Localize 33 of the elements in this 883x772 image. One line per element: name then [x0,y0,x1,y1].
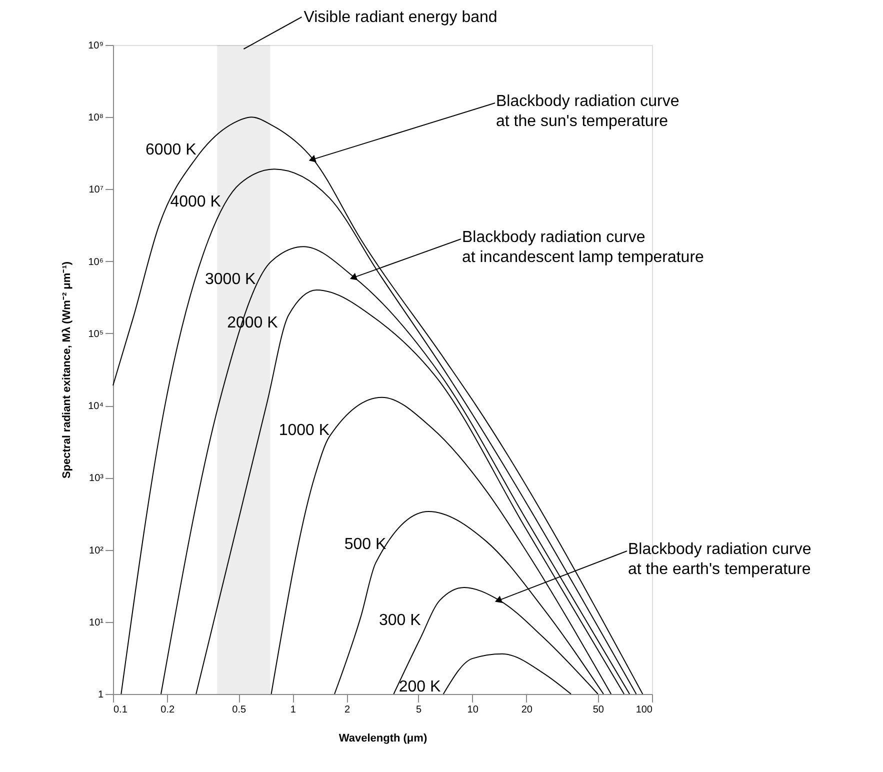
x-tick-label: 20 [521,704,533,716]
x-tick-label: 50 [592,704,604,716]
x-tick-label: 100 [636,704,653,716]
band-label: Visible radiant energy band [304,9,498,26]
x-tick-label: 0.1 [114,704,128,716]
x-tick-label: 5 [416,704,422,716]
y-tick-label: 10² [89,545,104,556]
x-tick-label: 0.5 [232,704,246,716]
y-tick-label: 10¹ [89,617,104,628]
x-tick-label: 1 [290,704,296,716]
x-tick-label: 0.2 [160,704,175,716]
series-label: 200 K [398,678,441,696]
y-axis-title: Spectral radiant exitance, Mλ (Wm⁻² μm⁻¹) [61,261,74,479]
series-label: 1000 K [278,422,330,439]
y-tick-label: 10⁹ [88,40,104,52]
y-tick-label: 10⁶ [88,256,104,268]
y-tick-label: 10⁸ [88,112,104,124]
y-tick-label: 1 [98,690,104,700]
series-label: 4000 K [170,194,222,211]
y-tick-label: 10⁷ [88,184,104,196]
series-label: 6000 K [146,142,197,159]
x-tick-label: 10 [467,704,479,716]
annotation: Blackbody radiation curve at the earth's temperature [628,541,812,578]
x-tick-label: 2 [344,704,350,716]
y-tick-label: 10³ [89,473,104,484]
y-tick-label: 10⁴ [88,401,104,412]
series-label: 300 K [378,612,422,629]
annotation: Blackbody radiation curve at incandescent lamp temperature [462,229,704,266]
x-axis-title: Wavelength (μm) [338,732,428,744]
series-label: 500 K [344,536,386,553]
y-tick-label: 10⁵ [88,328,104,340]
series-label: 3000 K [205,271,256,288]
annotation: Blackbody radiation curve at the sun's temperature [496,93,680,130]
